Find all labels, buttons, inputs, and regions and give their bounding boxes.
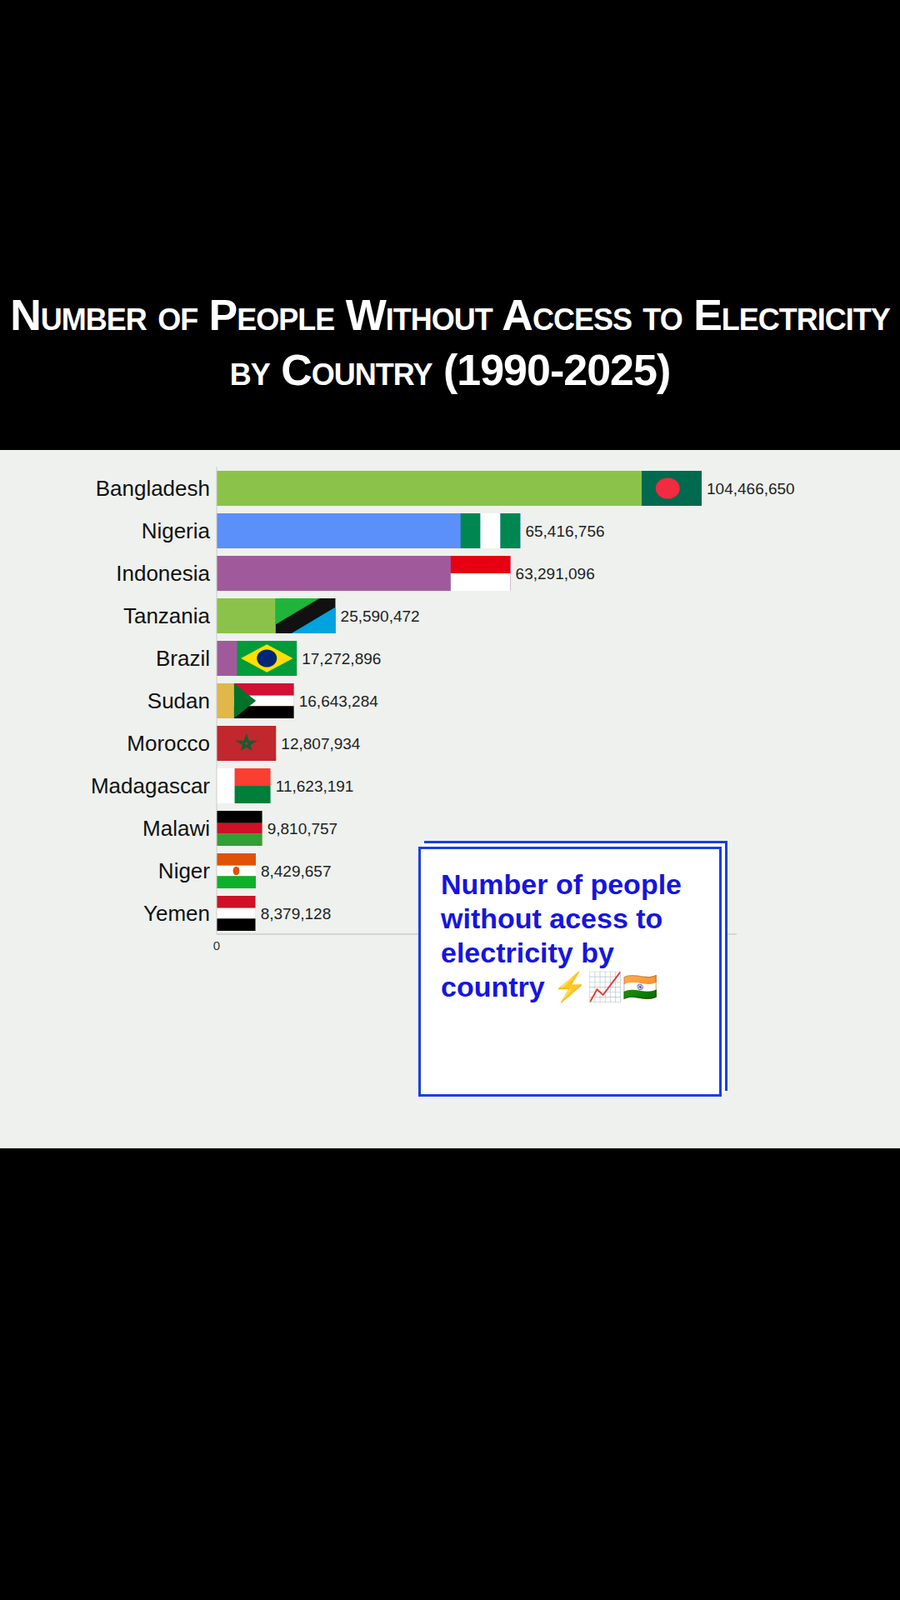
svg-text:11,623,191: 11,623,191	[275, 777, 355, 795]
svg-text:Nigeria: Nigeria	[141, 518, 211, 544]
svg-text:63,291,096: 63,291,096	[515, 565, 595, 583]
svg-text:Madagascar: Madagascar	[90, 773, 210, 799]
svg-text:104,466,650: 104,466,650	[706, 480, 795, 498]
svg-text:17,272,896: 17,272,896	[301, 650, 381, 668]
svg-text:65,416,756: 65,416,756	[525, 522, 605, 540]
svg-text:Indonesia: Indonesia	[115, 560, 210, 586]
svg-text:25,590,472: 25,590,472	[340, 607, 420, 625]
html-text:Number of people without acess: Number of people without acess to electr…	[440, 868, 682, 1003]
svg-text:Tanzania: Tanzania	[123, 603, 211, 629]
svg-text:16,643,284: 16,643,284	[299, 692, 380, 710]
svg-text:Yemen: Yemen	[143, 900, 210, 926]
svg-text:8,429,657: 8,429,657	[260, 862, 332, 880]
html-text:Number of People Without Acces: Number of People Without Access to Elect…	[10, 290, 890, 395]
svg-text:Morocco: Morocco	[126, 730, 210, 756]
svg-text:9,810,757: 9,810,757	[267, 820, 339, 838]
svg-text:Niger: Niger	[158, 858, 210, 884]
svg-text:0: 0	[213, 938, 220, 953]
svg-text:Brazil: Brazil	[155, 645, 210, 671]
svg-text:8,379,128: 8,379,128	[260, 905, 332, 923]
svg-text:Malawi: Malawi	[142, 815, 210, 841]
svg-text:12,807,934: 12,807,934	[280, 735, 361, 753]
svg-text:Sudan: Sudan	[147, 688, 210, 714]
svg-text:Bangladesh: Bangladesh	[95, 475, 210, 501]
